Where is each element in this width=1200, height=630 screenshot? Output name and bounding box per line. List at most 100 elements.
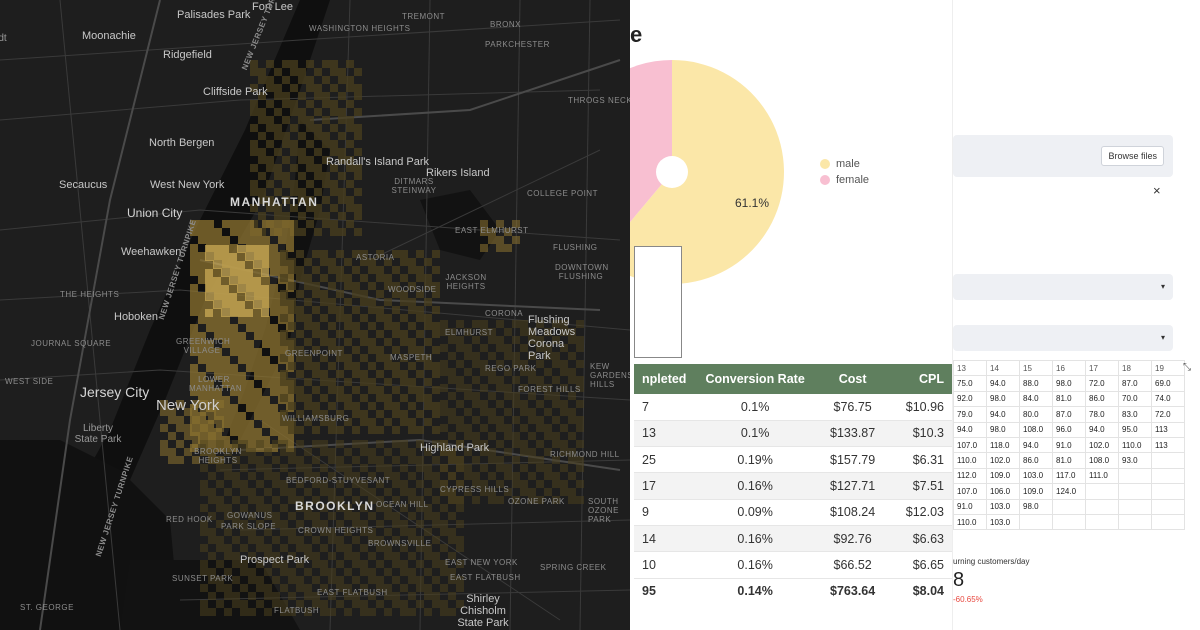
heat-cell [344, 512, 352, 520]
grid-cell[interactable]: 103.0 [1019, 467, 1053, 485]
grid-cell[interactable]: 75.0 [953, 375, 987, 392]
grid-cell[interactable]: 74.0 [1151, 390, 1185, 408]
grid-cell[interactable] [1019, 513, 1053, 531]
heat-cell [496, 244, 504, 252]
grid-cell[interactable]: 110.0 [1118, 436, 1152, 454]
grid-cell[interactable]: 113 [1151, 436, 1185, 454]
grid-cell[interactable]: 86.0 [1019, 452, 1053, 469]
header-cpl[interactable]: CPL [889, 364, 952, 394]
heat-cell [456, 536, 464, 544]
grid-cell[interactable]: 94.0 [1019, 436, 1053, 454]
heat-cell [253, 253, 261, 261]
grid-cell[interactable] [1118, 467, 1152, 485]
grid-cell[interactable]: 87.0 [1118, 375, 1152, 392]
grid-cell[interactable]: 16 [1052, 359, 1086, 377]
grid-cell[interactable]: 118.0 [986, 436, 1020, 454]
select-box-1[interactable]: ▾ [953, 274, 1173, 300]
grid-cell[interactable]: 108.0 [1085, 452, 1119, 469]
header-conversion-rate[interactable]: Conversion Rate [694, 364, 816, 394]
grid-cell[interactable]: 14 [986, 359, 1020, 377]
grid-cell[interactable]: 91.0 [953, 498, 987, 515]
grid-cell[interactable] [1118, 513, 1152, 531]
grid-cell[interactable] [1151, 483, 1185, 500]
grid-cell[interactable]: 94.0 [953, 421, 987, 438]
grid-cell[interactable]: 108.0 [1019, 421, 1053, 438]
grid-cell[interactable]: 72.0 [1085, 375, 1119, 392]
heat-cell [312, 440, 320, 448]
grid-cell[interactable]: 107.0 [953, 436, 987, 454]
grid-cell[interactable]: 107.0 [953, 483, 987, 500]
legend-item-female[interactable]: female [820, 174, 869, 186]
grid-cell[interactable]: 17 [1085, 359, 1119, 377]
grid-cell[interactable]: 113 [1151, 421, 1185, 438]
heat-cell [314, 108, 322, 116]
header-cost[interactable]: Cost [815, 364, 890, 394]
grid-cell[interactable]: 110.0 [953, 513, 987, 531]
header-completed[interactable]: npleted [634, 364, 695, 394]
grid-cell[interactable]: 98.0 [986, 390, 1020, 408]
grid-cell[interactable]: 102.0 [986, 452, 1020, 469]
grid-cell[interactable] [1052, 513, 1086, 531]
grid-cell[interactable]: 78.0 [1085, 406, 1119, 423]
grid-cell[interactable]: 83.0 [1118, 406, 1152, 423]
heatmap-map-panel[interactable]: Palisades Park Fort Lee tadt Moonachie R… [0, 0, 630, 630]
grid-cell[interactable]: 94.0 [986, 406, 1020, 423]
grid-cell[interactable]: 117.0 [1052, 467, 1086, 485]
grid-cell[interactable]: 86.0 [1085, 390, 1119, 408]
grid-cell[interactable]: 103.0 [986, 513, 1020, 531]
heat-cell [246, 364, 254, 372]
grid-cell[interactable]: 81.0 [1052, 452, 1086, 469]
grid-cell[interactable]: 111.0 [1085, 467, 1119, 485]
legend-item-male[interactable]: male [820, 158, 869, 170]
grid-cell[interactable]: 69.0 [1151, 375, 1185, 392]
grid-cell[interactable] [1085, 483, 1119, 500]
grid-cell[interactable]: 84.0 [1019, 390, 1053, 408]
pie-slice-male[interactable] [630, 60, 784, 284]
grid-cell[interactable]: 98.0 [986, 421, 1020, 438]
grid-cell[interactable]: 93.0 [1118, 452, 1152, 469]
grid-cell[interactable]: 103.0 [986, 498, 1020, 515]
grid-cell[interactable]: 109.0 [986, 467, 1020, 485]
grid-cell[interactable]: 70.0 [1118, 390, 1152, 408]
file-uploader[interactable]: Browse files [953, 135, 1173, 177]
grid-cell[interactable]: 96.0 [1052, 421, 1086, 438]
data-grid[interactable]: 13 14 15 16 17 18 19 75.0 94.0 88.0 98.0 72.0 87.0 69… [953, 359, 1185, 531]
grid-cell[interactable]: 102.0 [1085, 436, 1119, 454]
grid-cell[interactable]: 92.0 [953, 390, 987, 408]
grid-cell[interactable] [1085, 498, 1119, 515]
grid-cell[interactable] [1052, 498, 1086, 515]
grid-cell[interactable]: 98.0 [1019, 498, 1053, 515]
grid-cell[interactable]: 13 [953, 359, 987, 377]
grid-cell[interactable]: 87.0 [1052, 406, 1086, 423]
grid-cell[interactable]: 98.0 [1052, 375, 1086, 392]
fullscreen-icon[interactable]: ⤡ [1183, 362, 1191, 373]
grid-cell[interactable] [1118, 498, 1152, 515]
grid-cell[interactable]: 72.0 [1151, 406, 1185, 423]
grid-cell[interactable]: 79.0 [953, 406, 987, 423]
grid-cell[interactable]: 109.0 [1019, 483, 1053, 500]
select-box-2[interactable]: ▾ [953, 325, 1173, 351]
grid-cell[interactable]: 110.0 [953, 452, 987, 469]
grid-cell[interactable]: 81.0 [1052, 390, 1086, 408]
grid-cell[interactable]: 15 [1019, 359, 1053, 377]
grid-cell[interactable]: 95.0 [1118, 421, 1152, 438]
grid-cell[interactable] [1118, 483, 1152, 500]
grid-cell[interactable]: 112.0 [953, 467, 987, 485]
grid-cell[interactable]: 106.0 [986, 483, 1020, 500]
grid-cell[interactable]: 88.0 [1019, 375, 1053, 392]
grid-cell[interactable]: 94.0 [1085, 421, 1119, 438]
grid-cell[interactable]: 124.0 [1052, 483, 1086, 500]
heat-cell [304, 568, 312, 576]
grid-cell[interactable]: 19 [1151, 359, 1185, 377]
grid-cell[interactable]: 80.0 [1019, 406, 1053, 423]
grid-cell[interactable]: 94.0 [986, 375, 1020, 392]
grid-cell[interactable] [1151, 498, 1185, 515]
grid-cell[interactable] [1151, 452, 1185, 469]
browse-files-button[interactable]: Browse files [1101, 146, 1164, 166]
grid-cell[interactable]: 18 [1118, 359, 1152, 377]
close-icon[interactable]: × [1153, 183, 1161, 198]
grid-cell[interactable]: 91.0 [1052, 436, 1086, 454]
grid-cell[interactable] [1085, 513, 1119, 531]
grid-cell[interactable] [1151, 513, 1185, 531]
grid-cell[interactable] [1151, 467, 1185, 485]
